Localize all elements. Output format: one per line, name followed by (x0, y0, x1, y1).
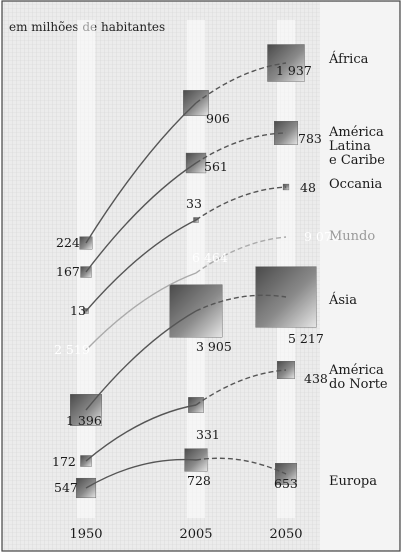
america-latina-e-caribe-line-2005-2050 (195, 132, 287, 164)
europa-line-2005-2050 (195, 457, 287, 475)
america-latina-e-caribe-line-1950-2005 (85, 162, 197, 273)
asia-region-label: Ásia (328, 292, 357, 308)
x-tick-2050: 2050 (269, 527, 302, 542)
africa-region-label: África (328, 51, 369, 67)
europa-region-label: Europa (329, 474, 377, 489)
x-axis-tick-labels: 1950 2005 2050 (69, 527, 302, 542)
africa-value-1950: 224 (56, 235, 80, 250)
europa-value-2050: 653 (274, 476, 298, 491)
labels-column (320, 2, 399, 550)
europa-value-2005: 728 (187, 473, 211, 488)
america-latina-e-caribe-region-label: América (328, 125, 384, 140)
america-do-norte-value-2050: 438 (304, 371, 328, 386)
africa-value-2005: 906 (206, 111, 230, 126)
africa-value-2050: 1 937 (276, 63, 312, 78)
x-tick-1950: 1950 (69, 527, 102, 542)
series-lines (85, 62, 287, 489)
oceania-value-2050: 48 (300, 180, 316, 195)
asia-line-1950-2005 (85, 310, 197, 411)
america-do-norte-region-label: América (328, 363, 384, 378)
europa-value-1950: 547 (54, 480, 78, 495)
asia-value-2005: 3 905 (196, 339, 232, 354)
africa-line-2005-2050 (195, 62, 287, 104)
america-do-norte-value-1950: 172 (52, 454, 76, 469)
america-latina-e-caribe-value-2050: 783 (298, 131, 322, 146)
america-latina-e-caribe-value-2005: 561 (204, 159, 228, 174)
america-do-norte-line-1950-2005 (85, 404, 197, 462)
asia-value-1950: 1 396 (66, 413, 102, 428)
year-guide-2005 (187, 20, 205, 518)
oceania-value-1950: 13 (70, 303, 86, 318)
x-tick-2005: 2005 (179, 527, 212, 542)
oceania-line-1950-2005 (85, 219, 197, 312)
america-latina-e-caribe-value-1950: 167 (56, 264, 80, 279)
asia-line-2005-2050 (195, 294, 287, 312)
europa-line-1950-2005 (85, 458, 197, 489)
america-latina-e-caribe-region-label: e Caribe (329, 153, 385, 168)
america-do-norte-region-label: do Norte (329, 377, 388, 392)
oceania-line-2005-2050 (195, 186, 287, 221)
asia-value-2050: 5 217 (288, 331, 324, 346)
mundo-line-2005-2050 (195, 236, 287, 274)
mundo-value-2005: 6 464 (192, 250, 228, 265)
america-do-norte-line-2005-2050 (195, 369, 287, 406)
america-latina-e-caribe-region-label: Latina (329, 139, 371, 154)
mundo-line-1950-2005 (85, 272, 197, 351)
mundo-value-2050: 9 076 (304, 229, 340, 244)
oceania-region-label: Occania (329, 177, 383, 192)
mundo-region-label: Mundo (329, 229, 375, 244)
america-do-norte-value-2005: 331 (196, 427, 220, 442)
value-labels: 224 906 1 937 167 561 783 13 33 48 2 519 6 464 9 07… (52, 63, 340, 495)
mundo-value-1950: 2 519 (54, 342, 90, 357)
oceania-value-2005: 33 (186, 196, 202, 211)
africa-line-1950-2005 (85, 102, 197, 244)
